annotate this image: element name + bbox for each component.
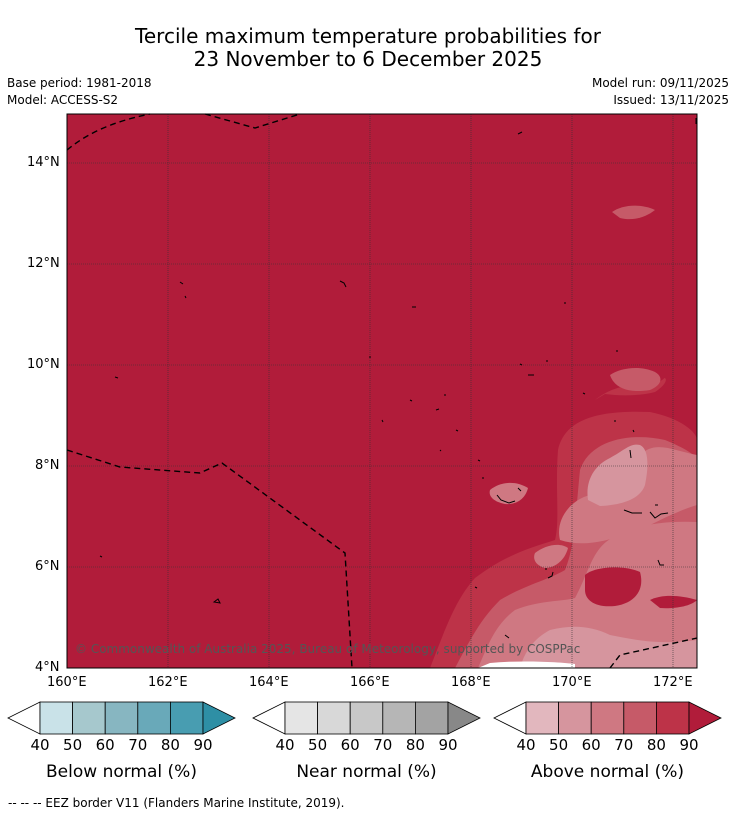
below-colorbar-label: 50 [63, 736, 83, 754]
above-colorbar-title: Above normal (%) [530, 762, 685, 782]
lon-tick-172e: 172°E [653, 675, 693, 690]
islands [99, 118, 697, 639]
lat-tick-4n: 4°N [35, 660, 60, 675]
above-colorbar-label: 40 [516, 736, 536, 754]
below-colorbar-label: 40 [30, 736, 50, 754]
below-colorbar-label: 70 [128, 736, 148, 754]
near-colorbar-title: Near normal (%) [296, 762, 437, 782]
near-colorbar-segment [414, 701, 449, 735]
near-colorbar-high-extend [447, 701, 481, 735]
model-run: Model run: 09/11/2025 [591, 76, 729, 90]
lon-tick-168e: 168°E [451, 675, 491, 690]
below-colorbar-segment [72, 701, 106, 735]
plot-frame [66, 113, 698, 669]
below-colorbar-label: 60 [95, 736, 115, 754]
above-colorbar-low-extend [493, 701, 527, 735]
map-title-line2: 23 November to 6 December 2025 [193, 47, 543, 71]
lon-tick-170e: 170°E [552, 675, 592, 690]
issued-date: Issued: 13/11/2025 [613, 93, 729, 107]
above-colorbar-segment [558, 701, 592, 735]
eez-footnote: -- -- -- EEZ border V11 (Flanders Marine… [8, 796, 345, 810]
lon-tick-160e: 160°E [47, 675, 87, 690]
above-colorbar-segment [525, 701, 559, 735]
lat-tick-6n: 6°N [35, 559, 60, 574]
below-colorbar-segment [137, 701, 171, 735]
above-colorbar-segment [590, 701, 625, 735]
lat-tick-10n: 10°N [27, 357, 60, 372]
below-colorbar-label: 80 [160, 736, 180, 754]
map-title-line1: Tercile maximum temperature probabilitie… [135, 24, 601, 48]
above-colorbar-label: 50 [549, 736, 569, 754]
above-colorbar-label: 70 [614, 736, 634, 754]
near-colorbar-segment [284, 701, 318, 735]
near-colorbar-label: 80 [405, 736, 425, 754]
below-colorbar-low-extend [7, 701, 41, 735]
above-colorbar-label: 90 [679, 736, 699, 754]
eez-borders [66, 113, 698, 669]
lat-tick-8n: 8°N [35, 458, 60, 473]
near-colorbar-segment [349, 701, 384, 735]
near-colorbar-low-extend [252, 701, 286, 735]
below-colorbar-high-extend [202, 701, 236, 735]
below-colorbar-segment [39, 701, 73, 735]
above-colorbar-segment [623, 701, 657, 735]
below-colorbar-segment [104, 701, 139, 735]
below-colorbar-title: Below normal (%) [46, 762, 197, 782]
near-colorbar-label: 50 [308, 736, 328, 754]
copyright-note: © Commonwealth of Australia 2025, Bureau… [75, 642, 580, 656]
above-colorbar-label: 60 [581, 736, 601, 754]
lon-tick-164e: 164°E [249, 675, 289, 690]
near-colorbar-label: 70 [373, 736, 393, 754]
model-name: Model: ACCESS-S2 [7, 93, 119, 107]
above-colorbar-segment [656, 701, 690, 735]
lat-tick-14n: 14°N [27, 155, 60, 170]
above-colorbar-label: 80 [646, 736, 666, 754]
near-colorbar-label: 60 [340, 736, 360, 754]
near-colorbar-label: 40 [275, 736, 295, 754]
near-colorbar-segment [382, 701, 416, 735]
probability-contours [430, 205, 697, 668]
lat-tick-12n: 12°N [27, 256, 60, 271]
lon-tick-166e: 166°E [350, 675, 390, 690]
colorbars [7, 701, 722, 735]
above-colorbar-high-extend [688, 701, 722, 735]
below-colorbar-label: 90 [193, 736, 213, 754]
below-colorbar-segment [169, 701, 204, 735]
lon-tick-162e: 162°E [148, 675, 188, 690]
base-period: Base period: 1981-2018 [7, 76, 152, 90]
near-colorbar-label: 90 [438, 736, 458, 754]
near-colorbar-segment [317, 701, 351, 735]
gridlines [67, 114, 697, 668]
